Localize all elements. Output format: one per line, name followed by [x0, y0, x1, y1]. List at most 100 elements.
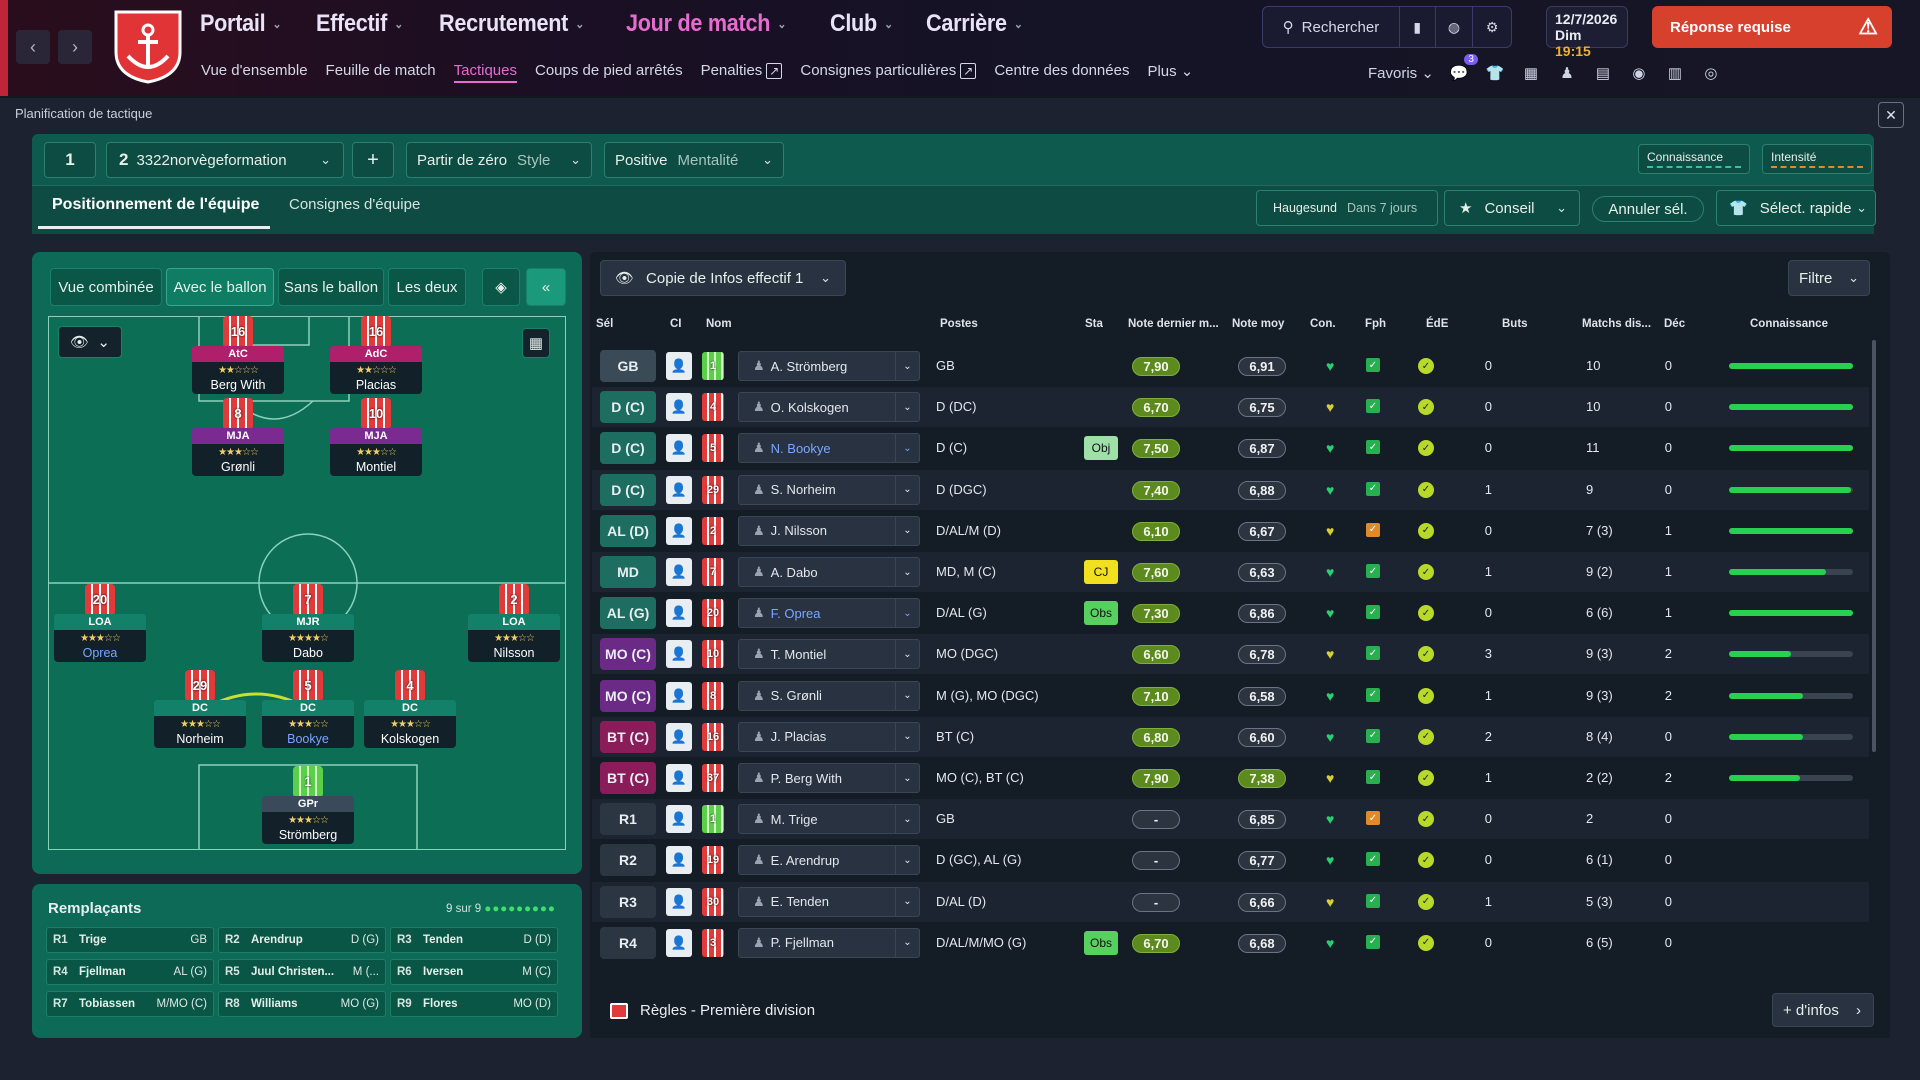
mentality-dropdown[interactable]: Positive Mentalité ⌄ [604, 142, 784, 178]
swap-icon[interactable]: ◈ [482, 268, 520, 306]
header-sel[interactable]: Sél [596, 318, 614, 330]
person-icon[interactable]: 👤 [666, 475, 692, 504]
nav-jour-de-match[interactable]: Jour de match ⌄ [626, 10, 787, 37]
player-name-dropdown[interactable]: ♟ S. Grønli ⌄ [738, 680, 920, 711]
pitch-player[interactable]: 16 AtC ★★☆☆☆ Berg With [192, 316, 284, 394]
report-icon[interactable]: ▥ [1667, 65, 1683, 82]
header-dec[interactable]: Déc [1664, 318, 1686, 330]
nav-carriere[interactable]: Carrière ⌄ [926, 10, 1023, 37]
settings-gear-icon[interactable]: ⚙ [1485, 18, 1499, 35]
table-row[interactable]: MD 👤 7 ♟ A. Dabo ⌄ MD, M (C) CJ 7,60 6,63 ♥ ✓ ✓ 1 9 (2… [592, 552, 1869, 592]
collapse-icon[interactable]: « [526, 268, 566, 306]
pitch-player[interactable]: 8 MJA ★★★☆☆ Grønli [192, 398, 284, 476]
table-row[interactable]: R2 👤 19 ♟ E. Arendrup ⌄ D (GC), AL (G) - 6,77 ♥ ✓ ✓… [592, 840, 1869, 880]
header-note-dernier[interactable]: Note dernier m... [1128, 318, 1219, 330]
player-name-dropdown[interactable]: ♟ P. Berg With ⌄ [738, 763, 920, 793]
substitute-item[interactable]: R9 Flores MO (D) [390, 991, 558, 1017]
player-name-dropdown[interactable]: ♟ A. Strömberg ⌄ [738, 351, 920, 381]
next-opponent[interactable]: Haugesund Dans 7 jours [1256, 190, 1438, 226]
subnav-feuille-match[interactable]: Feuille de match [325, 62, 436, 79]
selection-position[interactable]: BT (C) [600, 762, 656, 794]
intensity-indicator[interactable]: Intensité [1762, 144, 1872, 174]
tab-positionnement[interactable]: Positionnement de l'équipe [52, 196, 260, 213]
subnav-plus[interactable]: Plus ⌄ [1147, 63, 1194, 80]
tactics-board-icon[interactable]: ▦ [1523, 65, 1539, 82]
club-logo[interactable] [112, 8, 184, 84]
calendar-icon[interactable]: ▤ [1595, 65, 1611, 82]
pitch-player[interactable]: 20 LOA ★★★☆☆ Oprea [54, 584, 146, 662]
player-name-dropdown[interactable]: ♟ A. Dabo ⌄ [738, 557, 920, 587]
table-scrollbar[interactable] [1872, 340, 1876, 752]
header-fph[interactable]: Fph [1365, 318, 1387, 330]
staff-icon[interactable]: ♟ [1560, 65, 1574, 82]
selection-position[interactable]: D (C) [600, 391, 656, 424]
tab-consignes-equipe[interactable]: Consignes d'équipe [289, 196, 421, 213]
bookmark-icon[interactable]: ▮ [1400, 7, 1436, 47]
person-icon[interactable]: 👤 [666, 558, 692, 586]
selection-position[interactable]: AL (G) [600, 597, 656, 630]
subnav-vue-ensemble[interactable]: Vue d'ensemble [201, 62, 308, 79]
substitute-item[interactable]: R1 Trige GB [46, 927, 214, 953]
selection-position[interactable]: R2 [600, 844, 656, 877]
pitch-player[interactable]: 16 AdC ★★☆☆☆ Placias [330, 316, 422, 394]
table-row[interactable]: BT (C) 👤 37 ♟ P. Berg With ⌄ MO (C), BT (C) 7,9… [592, 758, 1869, 798]
person-icon[interactable]: 👤 [666, 928, 692, 957]
chat-icon[interactable]: 💬 3 [1448, 54, 1478, 84]
pitch-player[interactable]: 29 DC ★★★☆☆ Norheim [154, 670, 246, 748]
person-icon[interactable]: 👤 [666, 434, 692, 463]
table-row[interactable]: D (C) 👤 29 ♟ S. Norheim ⌄ D (DGC) 7,40 6,88 ♥ ✓ ✓ 1 9… [592, 469, 1869, 510]
person-icon[interactable]: 👤 [666, 640, 692, 669]
substitute-item[interactable]: R6 Iversen M (C) [390, 959, 558, 985]
player-name-dropdown[interactable]: ♟ E. Tenden ⌄ [738, 886, 920, 917]
selection-position[interactable]: D (C) [600, 432, 656, 465]
selection-position[interactable]: BT (C) [600, 720, 656, 753]
style-dropdown[interactable]: Partir de zéro Style ⌄ [406, 142, 592, 178]
visibility-toggle[interactable]: 👁 ⌄ [58, 326, 122, 358]
reply-required-button[interactable]: Réponse requise ⚠ [1652, 6, 1892, 48]
subnav-centre-donnees[interactable]: Centre des données [994, 62, 1130, 79]
add-tactic-button[interactable]: + [352, 142, 394, 178]
pitch-player[interactable]: 1 GPr ★★★☆☆ Strömberg [262, 766, 354, 844]
subnav-penalties[interactable]: Penalties ↗ [701, 62, 783, 83]
view-dropdown[interactable]: 👁 Copie de Infos effectif 1 ⌄ [600, 260, 846, 296]
selection-position[interactable]: D (C) [600, 473, 656, 506]
header-con[interactable]: Con. [1310, 318, 1336, 330]
person-icon[interactable]: 👤 [666, 887, 692, 916]
table-row[interactable]: R3 👤 30 ♟ E. Tenden ⌄ D/AL (D) - 6,66 ♥ ✓ ✓ 1 5 (3) 0 [592, 881, 1869, 922]
view-without-ball-button[interactable]: Sans le ballon [278, 268, 384, 306]
table-row[interactable]: R1 👤 1 ♟ M. Trige ⌄ GB - 6,85 ♥ ✓ ✓ 0 2 0 [592, 799, 1869, 840]
nav-portail[interactable]: Portail ⌄ [200, 10, 282, 37]
player-name-dropdown[interactable]: ♟ O. Kolskogen ⌄ [738, 392, 920, 423]
selection-position[interactable]: AL (D) [600, 514, 656, 547]
selection-position[interactable]: MO (C) [600, 638, 656, 671]
person-icon[interactable]: 👤 [666, 599, 692, 628]
cancel-selection-button[interactable]: Annuler sél. [1592, 196, 1704, 222]
date-time-box[interactable]: 12/7/2026 Dim 19:15 [1546, 6, 1628, 59]
person-icon[interactable]: 👤 [666, 393, 692, 422]
header-ede[interactable]: ÉdE [1426, 318, 1449, 330]
table-row[interactable]: AL (D) 👤 2 ♟ J. Nilsson ⌄ D/AL/M (D) 6,10 6,67 ♥ ✓… [592, 511, 1869, 551]
header-sta[interactable]: Sta [1085, 318, 1103, 330]
back-arrow-icon[interactable]: ‹ [16, 30, 50, 64]
player-name-dropdown[interactable]: ♟ P. Fjellman ⌄ [738, 927, 920, 958]
table-row[interactable]: D (C) 👤 5 ♟ N. Bookye ⌄ D (C) Obj 7,50 6,87 ♥ ✓ ✓ 0 11… [592, 428, 1869, 468]
person-icon[interactable]: 👤 [666, 805, 692, 834]
header-postes[interactable]: Postes [940, 318, 978, 330]
shirt-icon[interactable]: 👕 [1485, 65, 1505, 82]
person-icon[interactable]: 👤 [666, 516, 692, 545]
header-buts[interactable]: Buts [1502, 318, 1528, 330]
player-name-dropdown[interactable]: ♟ S. Norheim ⌄ [738, 474, 920, 505]
pitch-player[interactable]: 4 DC ★★★☆☆ Kolskogen [364, 670, 456, 748]
nav-effectif[interactable]: Effectif ⌄ [316, 10, 404, 37]
selection-position[interactable]: MO (C) [600, 679, 656, 712]
person-icon[interactable]: 👤 [666, 722, 692, 751]
formation-dropdown[interactable]: 2 3322norvègeformation ⌄ [106, 142, 344, 178]
header-nom[interactable]: Nom [706, 318, 732, 330]
substitute-item[interactable]: R7 Tobiassen M/MO (C) [46, 991, 214, 1017]
substitute-item[interactable]: R5 Juul Christen... M (... [218, 959, 386, 985]
favorites-dropdown[interactable]: Favoris ⌄ [1368, 65, 1434, 82]
selection-position[interactable]: MD [600, 556, 656, 588]
nav-recrutement[interactable]: Recrutement ⌄ [439, 10, 585, 37]
search-button[interactable]: ⚲ Rechercher [1263, 7, 1400, 47]
pitch-player[interactable]: 5 DC ★★★☆☆ Bookye [262, 670, 354, 748]
